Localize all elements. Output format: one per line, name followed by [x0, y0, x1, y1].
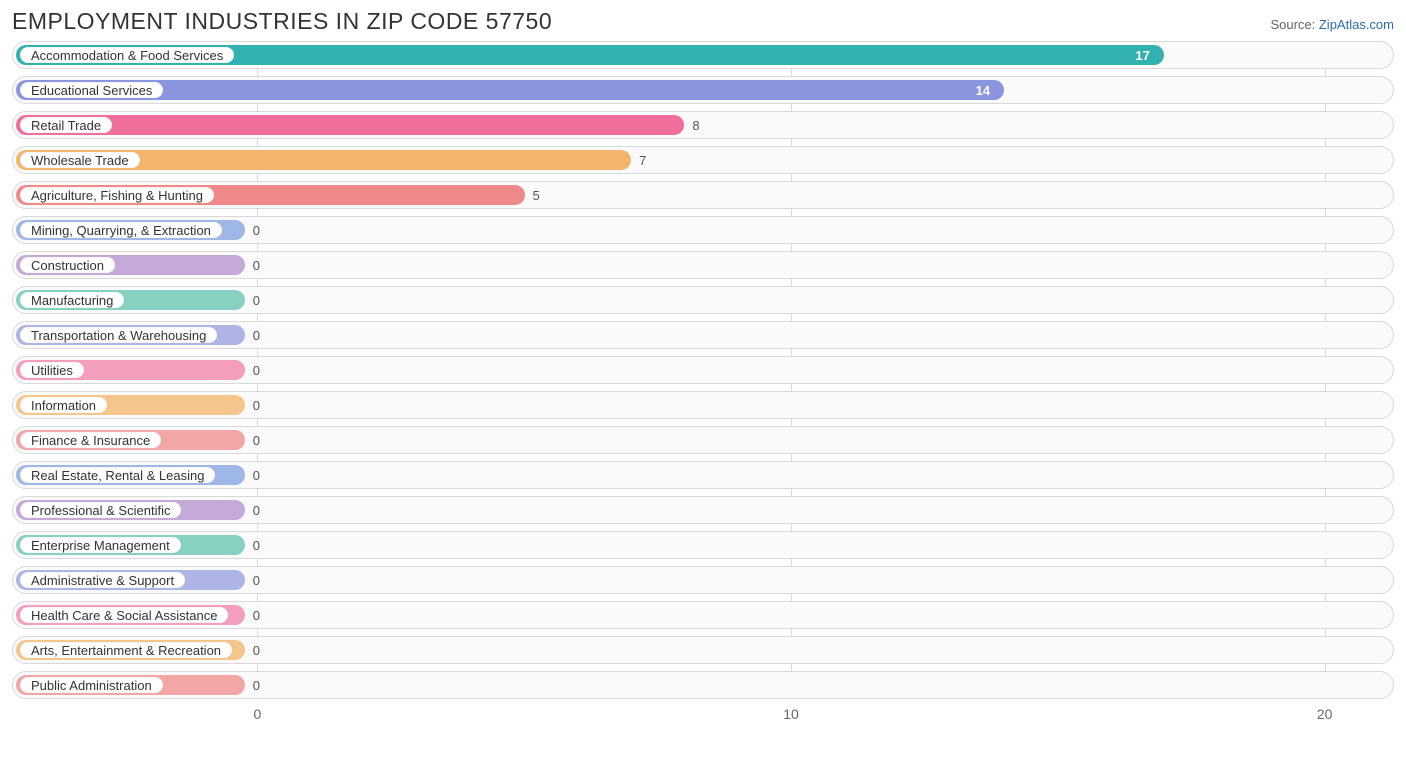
plot-area: Accommodation & Food Services17 Education… — [12, 41, 1394, 699]
bar-track: Mining, Quarrying, & Extraction 0 — [12, 216, 1394, 244]
bar-track: Manufacturing 0 — [12, 286, 1394, 314]
bar-track: Agriculture, Fishing & Hunting 5 — [12, 181, 1394, 209]
bar-value: 14 — [16, 77, 1004, 103]
x-tick: 10 — [783, 706, 799, 722]
bar-label-pill: Real Estate, Rental & Leasing — [20, 467, 215, 483]
bar-track: Finance & Insurance 0 — [12, 426, 1394, 454]
bar-track: Utilities 0 — [12, 356, 1394, 384]
bar-value: 0 — [245, 322, 260, 348]
bar-value: 8 — [684, 112, 699, 138]
bar-label-pill: Agriculture, Fishing & Hunting — [20, 187, 214, 203]
bar-value: 0 — [245, 392, 260, 418]
bar-value: 0 — [245, 532, 260, 558]
bar-value: 0 — [245, 217, 260, 243]
bar-value: 17 — [16, 42, 1164, 68]
bar-label-pill: Professional & Scientific — [20, 502, 181, 518]
bar-track: Accommodation & Food Services17 — [12, 41, 1394, 69]
bar-track: Professional & Scientific 0 — [12, 496, 1394, 524]
chart-title: EMPLOYMENT INDUSTRIES IN ZIP CODE 57750 — [12, 8, 552, 35]
bar-label-pill: Administrative & Support — [20, 572, 185, 588]
bar-value: 0 — [245, 427, 260, 453]
bar-track: Health Care & Social Assistance 0 — [12, 601, 1394, 629]
bar-label-pill: Utilities — [20, 362, 84, 378]
bar-label-pill: Arts, Entertainment & Recreation — [20, 642, 232, 658]
x-axis: 0 10 20 — [12, 706, 1394, 726]
bar-track: Public Administration 0 — [12, 671, 1394, 699]
bar-label-pill: Enterprise Management — [20, 537, 181, 553]
header: EMPLOYMENT INDUSTRIES IN ZIP CODE 57750 … — [12, 8, 1394, 35]
bar-label-pill: Finance & Insurance — [20, 432, 161, 448]
bar-track: Arts, Entertainment & Recreation 0 — [12, 636, 1394, 664]
bar-track: Construction 0 — [12, 251, 1394, 279]
bar-label-pill: Construction — [20, 257, 115, 273]
bar-value: 0 — [245, 252, 260, 278]
chart: Accommodation & Food Services17 Education… — [12, 41, 1394, 726]
bar-value: 0 — [245, 637, 260, 663]
bar-value: 0 — [245, 567, 260, 593]
bar-label-pill: Wholesale Trade — [20, 152, 140, 168]
bar-value: 7 — [631, 147, 646, 173]
bar-label-pill: Transportation & Warehousing — [20, 327, 217, 343]
bar-track: Retail Trade 8 — [12, 111, 1394, 139]
x-tick: 0 — [254, 706, 262, 722]
bar-value: 0 — [245, 497, 260, 523]
bar-track: Transportation & Warehousing 0 — [12, 321, 1394, 349]
bar-value: 0 — [245, 357, 260, 383]
bar-value: 0 — [245, 602, 260, 628]
bar-label-pill: Public Administration — [20, 677, 163, 693]
source-prefix: Source: — [1270, 17, 1318, 32]
bar-track: Wholesale Trade 7 — [12, 146, 1394, 174]
bar-value: 5 — [525, 182, 540, 208]
bar-label-pill: Information — [20, 397, 107, 413]
bar-value: 0 — [245, 672, 260, 698]
bar-label-pill: Retail Trade — [20, 117, 112, 133]
bar-label-pill: Mining, Quarrying, & Extraction — [20, 222, 222, 238]
bar-label-pill: Manufacturing — [20, 292, 124, 308]
bar-fill — [16, 115, 684, 135]
bar-value: 0 — [245, 287, 260, 313]
bar-track: Information 0 — [12, 391, 1394, 419]
source-credit: Source: ZipAtlas.com — [1270, 17, 1394, 32]
bar-track: Real Estate, Rental & Leasing 0 — [12, 461, 1394, 489]
x-tick: 20 — [1317, 706, 1333, 722]
bar-track: Educational Services14 — [12, 76, 1394, 104]
bar-track: Administrative & Support 0 — [12, 566, 1394, 594]
bar-track: Enterprise Management 0 — [12, 531, 1394, 559]
bar-label-pill: Health Care & Social Assistance — [20, 607, 228, 623]
source-link[interactable]: ZipAtlas.com — [1319, 17, 1394, 32]
bar-value: 0 — [245, 462, 260, 488]
chart-container: EMPLOYMENT INDUSTRIES IN ZIP CODE 57750 … — [0, 0, 1406, 777]
